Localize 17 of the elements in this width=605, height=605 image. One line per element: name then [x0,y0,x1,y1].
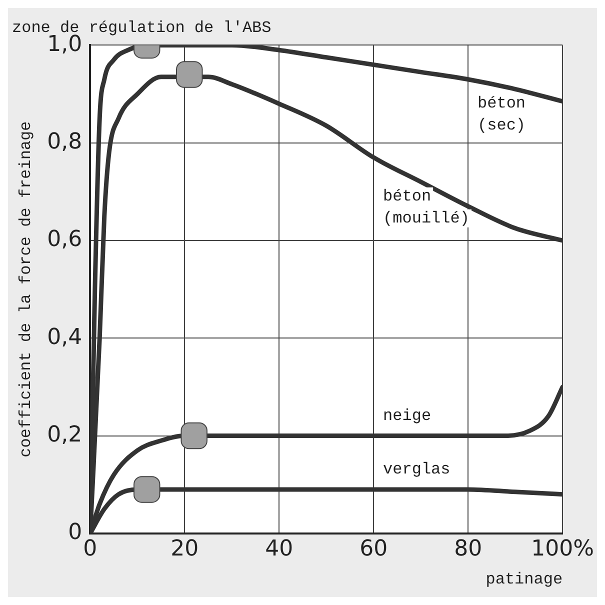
series-label: neige [383,406,432,425]
x-tick-label: 40 [265,536,294,562]
x-tick-label: 60 [360,536,388,562]
y-tick-label: 0,4 [47,324,82,350]
y-tick-label: 0,6 [47,227,82,252]
y-tick-label: 0,2 [47,422,82,448]
series-label: béton (sec) [478,94,526,135]
y-axis-title: coefficient de la force de freinage [16,121,35,458]
y-tick-label: 1,0 [47,32,82,57]
series-label: verglas [383,460,450,479]
x-tick-label: 20 [170,536,199,562]
x-axis-title: patinage [486,570,563,589]
y-tick-label: 0 [68,520,82,546]
x-tick-label: 80 [454,536,482,562]
x-tick-label: 100% [531,536,594,562]
y-tick-label: 0,8 [47,130,82,155]
series-label: béton (mouillé) [383,188,470,228]
